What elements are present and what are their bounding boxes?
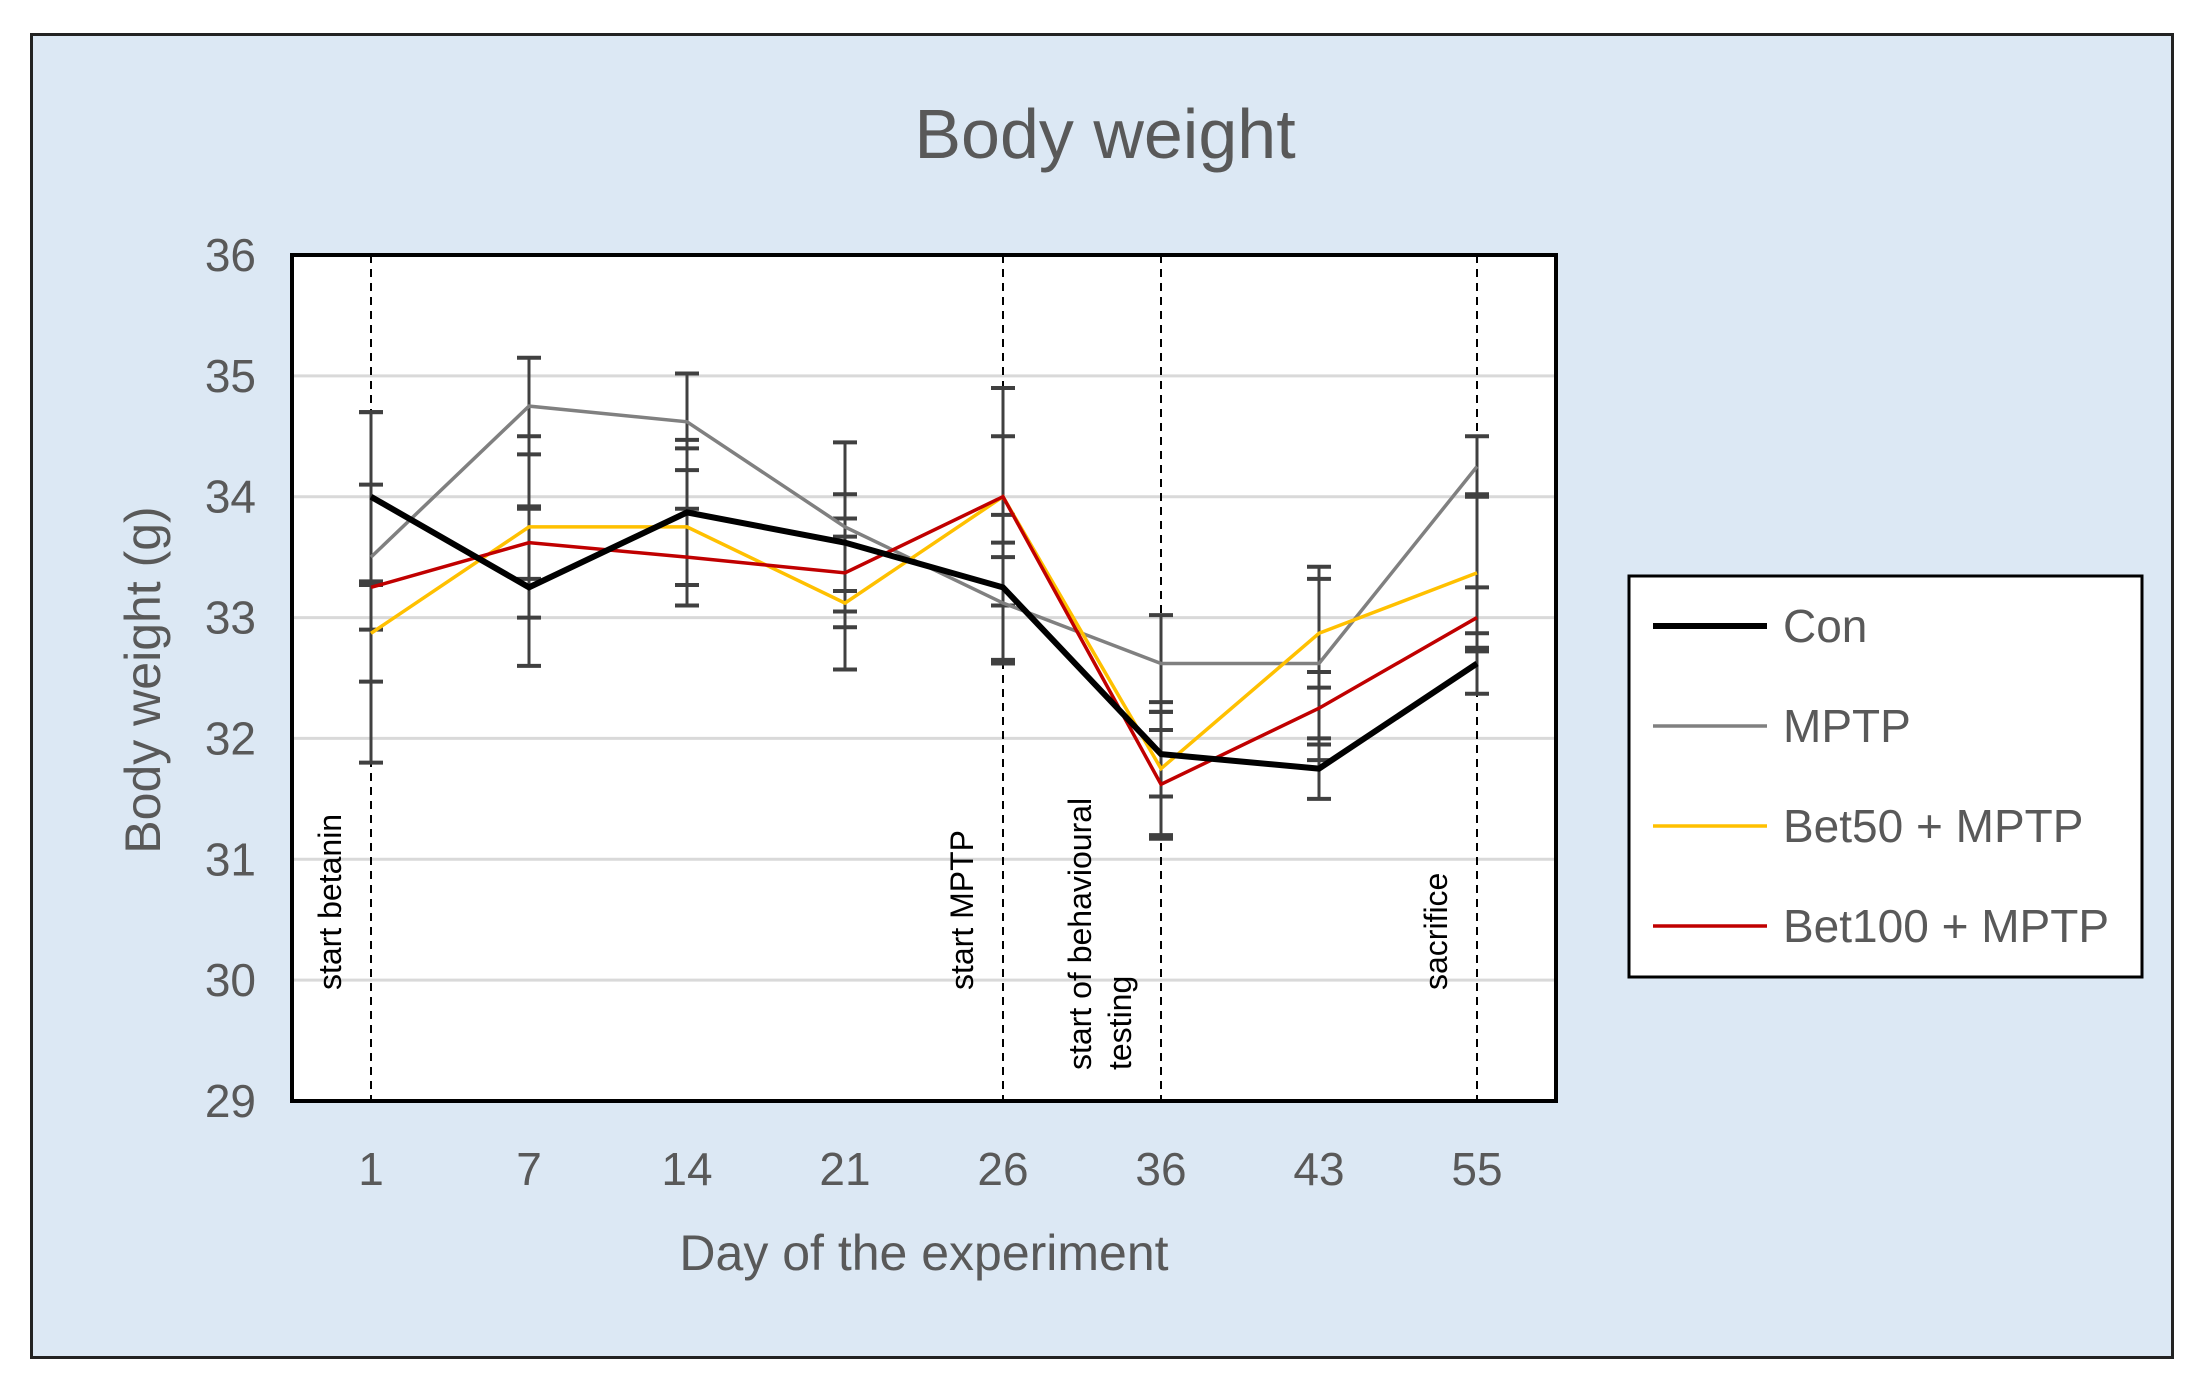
x-tick-label: 43 (1293, 1143, 1344, 1195)
y-tick-label: 32 (205, 712, 256, 764)
annotation-label: start MPTP (944, 830, 980, 990)
x-tick-label: 14 (661, 1143, 712, 1195)
y-tick-label: 35 (205, 350, 256, 402)
series-layer (359, 355, 1489, 841)
x-tick-label: 1 (358, 1143, 384, 1195)
y-tick-label: 30 (205, 954, 256, 1006)
annotation-label: start betanin (312, 814, 348, 990)
x-tick-label: 7 (516, 1143, 542, 1195)
y-axis-label: Body weight (g) (115, 506, 171, 853)
y-tick-label: 31 (205, 833, 256, 885)
x-tick-label: 36 (1135, 1143, 1186, 1195)
series-line-bet50-mptp (370, 494, 1478, 772)
x-axis-ticks: 1 7 14 21 26 36 43 55 (358, 1143, 1502, 1195)
plot-border (290, 253, 1558, 1103)
y-tick-label: 34 (205, 471, 256, 523)
plot-area (292, 255, 1556, 1101)
legend-label: Bet50 + MPTP (1783, 800, 2083, 852)
error-bars-bet100-mptp (359, 385, 1489, 841)
annotation-lines: start betanin start MPTP start of behaviou… (312, 255, 1478, 1101)
legend-label: Con (1783, 600, 1867, 652)
y-axis-ticks: 29 30 31 32 33 34 35 36 (205, 229, 256, 1127)
legend-label: MPTP (1783, 700, 1911, 752)
x-axis-label: Day of the experiment (679, 1225, 1168, 1281)
x-tick-label: 55 (1451, 1143, 1502, 1195)
y-tick-label: 29 (205, 1075, 256, 1127)
legend-box (1627, 574, 2144, 979)
annotation-label: start of behavioural (1062, 798, 1098, 1070)
x-tick-label: 26 (977, 1143, 1028, 1195)
y-tick-label: 36 (205, 229, 256, 281)
legend: Con MPTP Bet50 + MPTP Bet100 + MPTP (1653, 600, 2109, 952)
annotation-label: sacrifice (1418, 873, 1454, 990)
x-tick-label: 21 (819, 1143, 870, 1195)
annotation-label: testing (1102, 976, 1138, 1070)
series-line-bet100-mptp (370, 494, 1478, 787)
y-tick-label: 33 (205, 592, 256, 644)
series-line-con (369, 494, 1479, 772)
gridlines (292, 374, 1556, 982)
chart-title: Body weight (914, 95, 1295, 173)
legend-label: Bet100 + MPTP (1783, 900, 2109, 952)
